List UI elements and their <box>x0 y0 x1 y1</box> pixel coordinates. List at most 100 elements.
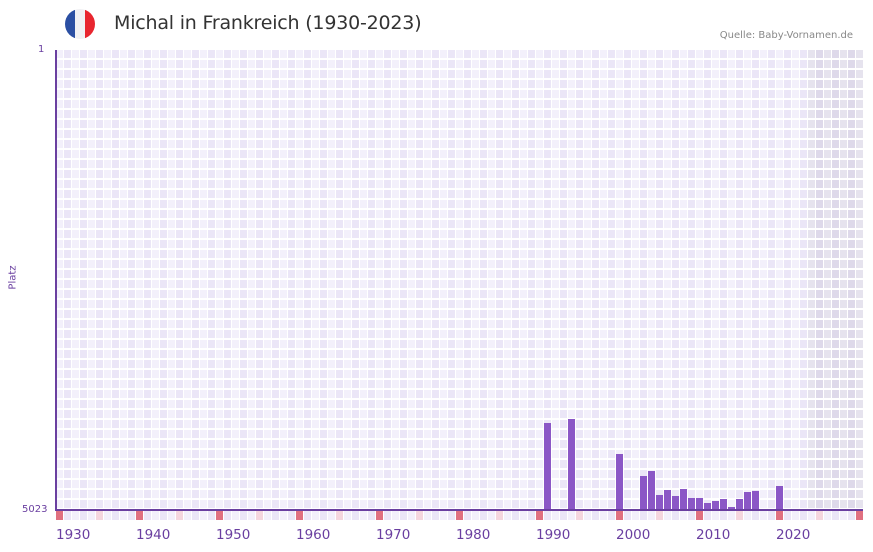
grid-column <box>544 50 551 510</box>
year-marker <box>616 511 623 520</box>
grid-column <box>448 50 455 510</box>
grid-column <box>384 50 391 510</box>
grid-column <box>576 50 583 510</box>
flag-blue <box>65 9 75 39</box>
bar-2008[interactable] <box>680 489 687 510</box>
france-flag-icon <box>65 9 95 39</box>
year-marker <box>744 511 751 520</box>
year-marker <box>304 511 311 520</box>
grid-column <box>240 50 247 510</box>
grid-column <box>344 50 351 510</box>
bar-2012[interactable] <box>712 501 719 510</box>
year-marker <box>784 511 791 520</box>
year-marker <box>536 511 543 520</box>
grid-column <box>744 50 751 510</box>
grid-column <box>488 50 495 510</box>
source-link[interactable]: Quelle: Baby-Vornamen.de <box>719 30 853 41</box>
bar-2020[interactable] <box>776 486 783 510</box>
grid-column <box>168 50 175 510</box>
year-marker <box>528 511 535 520</box>
year-marker <box>576 511 583 520</box>
year-marker <box>112 511 119 520</box>
grid-column <box>64 50 71 510</box>
x-tick-1940: 1940 <box>136 527 171 543</box>
grid-column <box>496 50 503 510</box>
grid-column <box>104 50 111 510</box>
grid-column <box>112 50 119 510</box>
grid-column <box>144 50 151 510</box>
grid-column <box>424 50 431 510</box>
year-marker <box>504 511 511 520</box>
year-marker <box>352 511 359 520</box>
bar-2007[interactable] <box>672 496 679 510</box>
grid-column <box>88 50 95 510</box>
grid-column <box>304 50 311 510</box>
year-marker <box>736 511 743 520</box>
bar-2004[interactable] <box>648 471 655 510</box>
bar-2014[interactable] <box>728 507 735 510</box>
year-marker <box>672 511 679 520</box>
grid-column <box>256 50 263 510</box>
bar-2017[interactable] <box>752 491 759 510</box>
grid-column <box>720 50 727 510</box>
bar-2003[interactable] <box>640 476 647 510</box>
grid-column <box>184 50 191 510</box>
grid-column <box>272 50 279 510</box>
y-axis-line <box>55 50 57 511</box>
y-tick-top: 1 <box>38 44 45 55</box>
grid-column <box>472 50 479 510</box>
grid-column <box>832 50 839 510</box>
bar-2013[interactable] <box>720 499 727 510</box>
bar-2006[interactable] <box>664 490 671 510</box>
year-marker <box>392 511 399 520</box>
x-tick-1980: 1980 <box>456 527 491 543</box>
year-marker <box>544 511 551 520</box>
bar-2000[interactable] <box>616 454 623 510</box>
bar-2005[interactable] <box>656 495 663 510</box>
bar-2010[interactable] <box>696 498 703 510</box>
year-marker <box>248 511 255 520</box>
grid-column <box>120 50 127 510</box>
year-marker <box>632 511 639 520</box>
plot-area <box>56 50 863 510</box>
year-marker <box>448 511 455 520</box>
bar-2016[interactable] <box>744 492 751 510</box>
year-marker <box>256 511 263 520</box>
grid-column <box>296 50 303 510</box>
year-marker <box>136 511 143 520</box>
year-marker <box>496 511 503 520</box>
grid-column <box>176 50 183 510</box>
grid-column <box>96 50 103 510</box>
chart-title: Michal in Frankreich (1930-2023) <box>114 12 422 34</box>
bar-2015[interactable] <box>736 499 743 510</box>
grid-column <box>352 50 359 510</box>
grid-column <box>712 50 719 510</box>
grid-column <box>408 50 415 510</box>
year-marker <box>408 511 415 520</box>
grid-column <box>336 50 343 510</box>
year-marker <box>344 511 351 520</box>
year-marker <box>680 511 687 520</box>
bar-2009[interactable] <box>688 498 695 510</box>
grid-column <box>216 50 223 510</box>
year-marker <box>288 511 295 520</box>
grid-column <box>160 50 167 510</box>
x-tick-1970: 1970 <box>376 527 411 543</box>
grid-column <box>616 50 623 510</box>
year-marker <box>624 511 631 520</box>
bar-2011[interactable] <box>704 503 711 510</box>
bar-1991[interactable] <box>544 423 551 510</box>
year-marker <box>776 511 783 520</box>
grid-column <box>816 50 823 510</box>
grid-column <box>368 50 375 510</box>
grid-column <box>776 50 783 510</box>
year-marker <box>456 511 463 520</box>
grid-column <box>696 50 703 510</box>
bar-1994[interactable] <box>568 419 575 510</box>
year-marker <box>416 511 423 520</box>
year-marker <box>56 511 63 520</box>
grid-column <box>728 50 735 510</box>
year-marker <box>336 511 343 520</box>
grid-column <box>792 50 799 510</box>
year-marker <box>688 511 695 520</box>
